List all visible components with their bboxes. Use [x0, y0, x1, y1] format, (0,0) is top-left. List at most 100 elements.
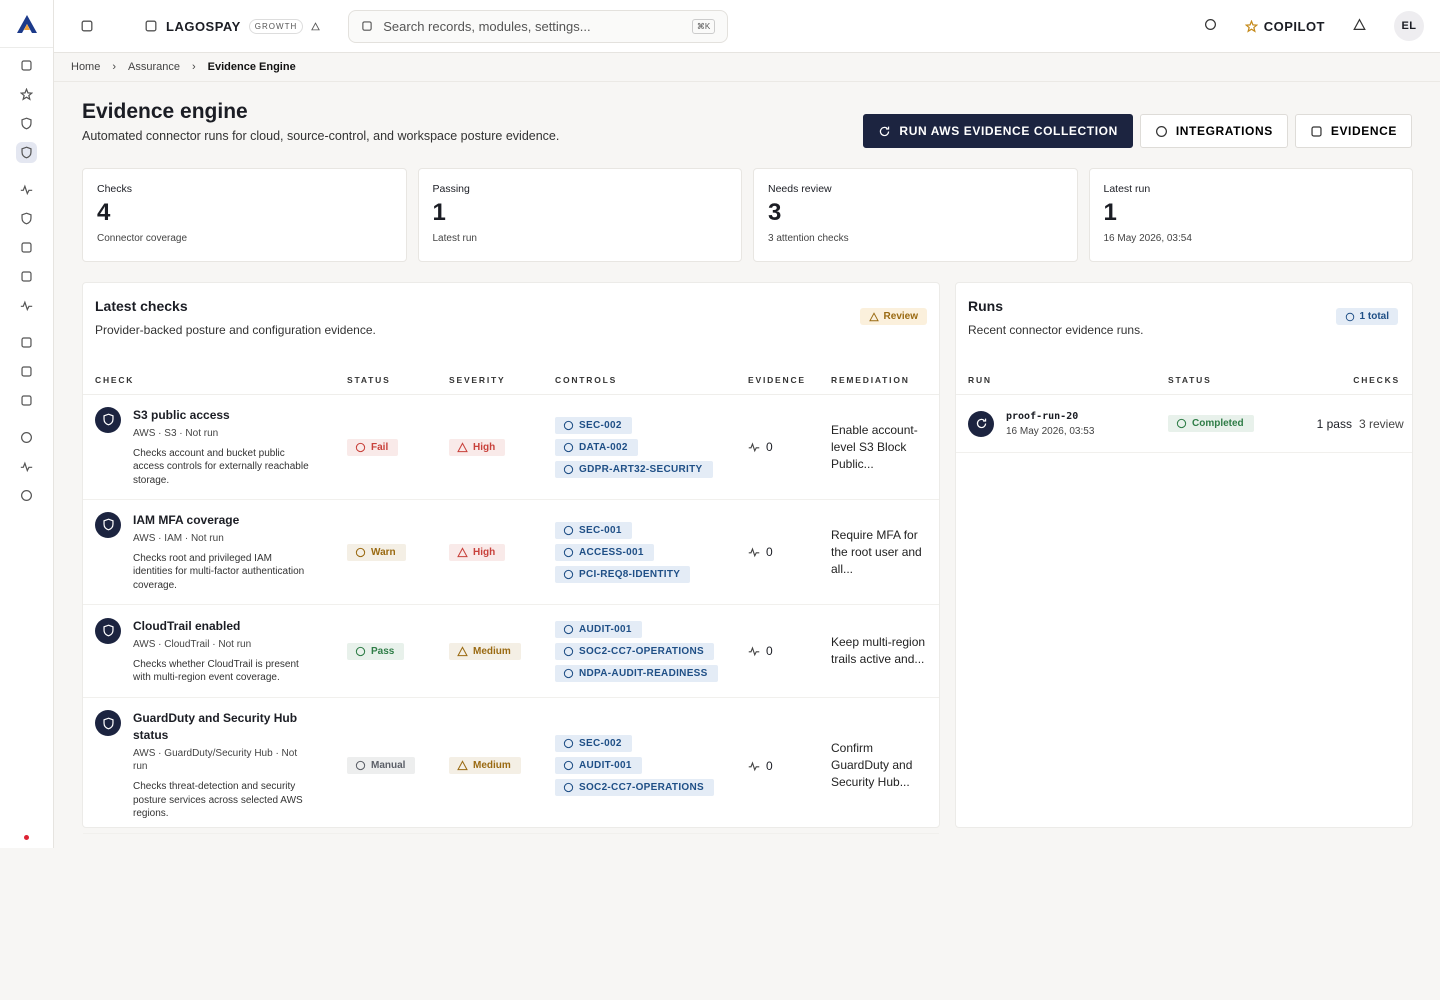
nav-item[interactable]	[0, 328, 53, 357]
avatar[interactable]: EL	[1394, 11, 1424, 41]
action-button[interactable]: INTEGRATIONS	[1139, 114, 1288, 148]
nav-item[interactable]	[0, 423, 53, 452]
spacer	[0, 167, 53, 175]
nav-item[interactable]	[0, 481, 53, 510]
control-tag[interactable]: SEC-001	[555, 521, 632, 539]
icon	[20, 212, 33, 225]
icon-glyph	[563, 442, 574, 452]
nav-item[interactable]	[0, 175, 53, 204]
icon	[361, 20, 373, 32]
icon	[457, 546, 468, 558]
icon-glyph	[102, 624, 114, 637]
panel-badge: Review	[859, 308, 927, 325]
icon	[1155, 125, 1168, 138]
panel-subtitle: Recent connector evidence runs.	[968, 323, 1144, 337]
icon	[975, 417, 988, 430]
icon	[868, 311, 879, 322]
nav-item[interactable]	[0, 291, 53, 320]
icon	[355, 442, 366, 453]
nav-item[interactable]	[0, 204, 53, 233]
nav-item[interactable]	[0, 233, 53, 262]
icon-glyph	[362, 21, 372, 31]
separator: ›	[192, 61, 196, 73]
search[interactable]: Search records, modules, settings... ⌘K	[348, 9, 729, 43]
nav-item[interactable]	[0, 80, 53, 109]
crumb-item[interactable]: Home	[71, 61, 101, 73]
icon	[20, 394, 33, 407]
check-meta: AWS · IAM · Not run	[133, 532, 224, 544]
stat-card: Latest run 1 16 May 2026, 03:54	[1088, 168, 1413, 262]
icon-glyph	[868, 311, 879, 321]
controls-cell: SEC-002 AUDIT-001 SOC2-CC7-OPERATIONS	[555, 735, 748, 796]
control-tag[interactable]: AUDIT-001	[555, 620, 642, 638]
action-label: EVIDENCE	[1330, 124, 1397, 138]
control-tag[interactable]: SEC-002	[555, 416, 632, 434]
action-button[interactable]: EVIDENCE	[1294, 114, 1412, 148]
check-description: Checks whether CloudTrail is present wit…	[133, 658, 299, 684]
icon	[563, 464, 574, 475]
badge: Completed	[1168, 415, 1254, 432]
org-switcher[interactable]: LAGOSPAY GROWTH	[144, 18, 321, 34]
evidence-count: 0	[766, 644, 773, 658]
status-cell: Manual	[347, 757, 449, 774]
controls-cell: AUDIT-001 SOC2-CC7-OPERATIONS NDPA-AUDIT-R…	[555, 620, 748, 682]
icon	[563, 760, 574, 771]
run-row[interactable]: proof-run-20 16 May 2026, 03:53 Completed 1…	[956, 395, 1412, 453]
evidence-cell: 0	[748, 545, 831, 559]
icon-glyph	[457, 645, 468, 656]
icon-glyph	[102, 717, 114, 730]
sidebar-toggle[interactable]	[80, 19, 94, 36]
control-label: GDPR-ART32-SECURITY	[579, 463, 703, 475]
icon	[20, 489, 33, 502]
control-tag[interactable]: SEC-002	[555, 735, 632, 752]
badge-label: Pass	[371, 645, 395, 657]
icon-glyph	[355, 442, 366, 452]
run-text: proof-run-20 16 May 2026, 03:53	[1006, 411, 1094, 437]
check-icon	[95, 617, 121, 644]
icon	[1353, 18, 1366, 31]
icon-glyph	[355, 760, 366, 771]
notifications[interactable]	[1353, 18, 1366, 34]
icon	[20, 460, 33, 473]
control-tag[interactable]: PCI-REQ8-IDENTITY	[555, 565, 691, 583]
logo[interactable]	[0, 0, 53, 48]
badge-label: Medium	[473, 645, 511, 657]
control-tag[interactable]: ACCESS-001	[555, 543, 654, 561]
icon	[1204, 18, 1217, 31]
control-tag[interactable]: GDPR-ART32-SECURITY	[555, 460, 713, 478]
stat-label: Checks	[97, 183, 133, 195]
nav-item[interactable]	[0, 452, 53, 481]
check-text: GuardDuty and Security Hub status AWS · G…	[133, 710, 313, 821]
nav-item[interactable]	[0, 51, 53, 80]
stat-value: 1	[432, 199, 446, 226]
nav-item[interactable]	[0, 138, 53, 167]
crumb-item[interactable]: Assurance	[128, 61, 180, 73]
nav-item[interactable]	[0, 386, 53, 415]
spacer	[0, 320, 53, 328]
icon	[355, 760, 366, 771]
control-tag[interactable]: AUDIT-001	[555, 757, 642, 774]
nav-item[interactable]	[0, 262, 53, 291]
nav-item[interactable]	[0, 109, 53, 138]
icon-glyph	[976, 418, 986, 429]
control-label: SEC-002	[579, 738, 622, 749]
copilot[interactable]: COPILOT	[1244, 19, 1325, 34]
panel-badge: 1 total	[1335, 308, 1398, 325]
icon	[20, 88, 33, 101]
check-row: CloudTrail enabled AWS · CloudTrail · Not…	[83, 605, 939, 698]
control-tag[interactable]: SOC2-CC7-OPERATIONS	[555, 642, 714, 660]
control-tag[interactable]: DATA-002	[555, 438, 638, 456]
control-tag[interactable]: SOC2-CC7-OPERATIONS	[555, 779, 714, 796]
theme-toggle[interactable]	[1204, 18, 1217, 34]
icon-glyph	[1244, 19, 1258, 33]
control-tag[interactable]: NDPA-AUDIT-READINESS	[555, 664, 718, 682]
stat-label: Needs review	[768, 183, 832, 195]
evidence-cell: 0	[748, 644, 831, 658]
icon	[20, 365, 33, 378]
icon-glyph	[21, 212, 32, 225]
nav-item[interactable]	[0, 357, 53, 386]
page-header: Evidence engine Automated connector runs …	[82, 100, 1412, 148]
top-actions: COPILOT EL	[1204, 11, 1440, 41]
check-cell: S3 public access AWS · S3 · Not run Checks…	[95, 406, 347, 488]
action-button[interactable]: RUN AWS EVIDENCE COLLECTION	[863, 114, 1133, 148]
